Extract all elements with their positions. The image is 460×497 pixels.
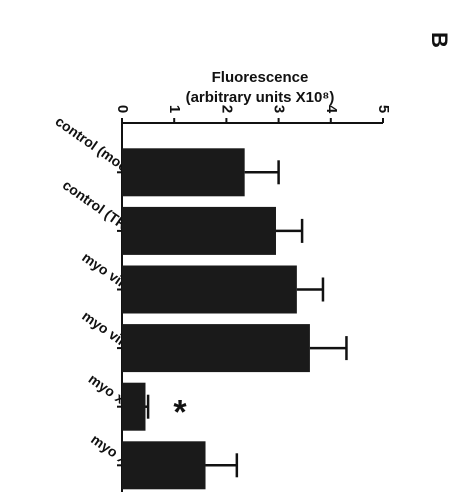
panel-label: B	[427, 32, 452, 48]
x-tick-label: 2	[218, 105, 235, 113]
bar	[122, 265, 297, 314]
x-tick-label: 1	[166, 105, 183, 113]
x-tick-label: 5	[375, 105, 392, 113]
axis-title: (arbitrary units X10⁸)	[186, 89, 335, 106]
bar	[122, 441, 206, 490]
annotation: *	[173, 394, 187, 432]
x-tick-label: 3	[271, 105, 288, 113]
x-tick-label: 0	[114, 105, 131, 113]
x-tick-label: 4	[323, 105, 340, 114]
bar	[122, 148, 245, 197]
bar	[122, 206, 276, 255]
bar	[122, 324, 310, 373]
bar	[122, 382, 146, 431]
axis-title: Fluorescence	[212, 69, 309, 86]
